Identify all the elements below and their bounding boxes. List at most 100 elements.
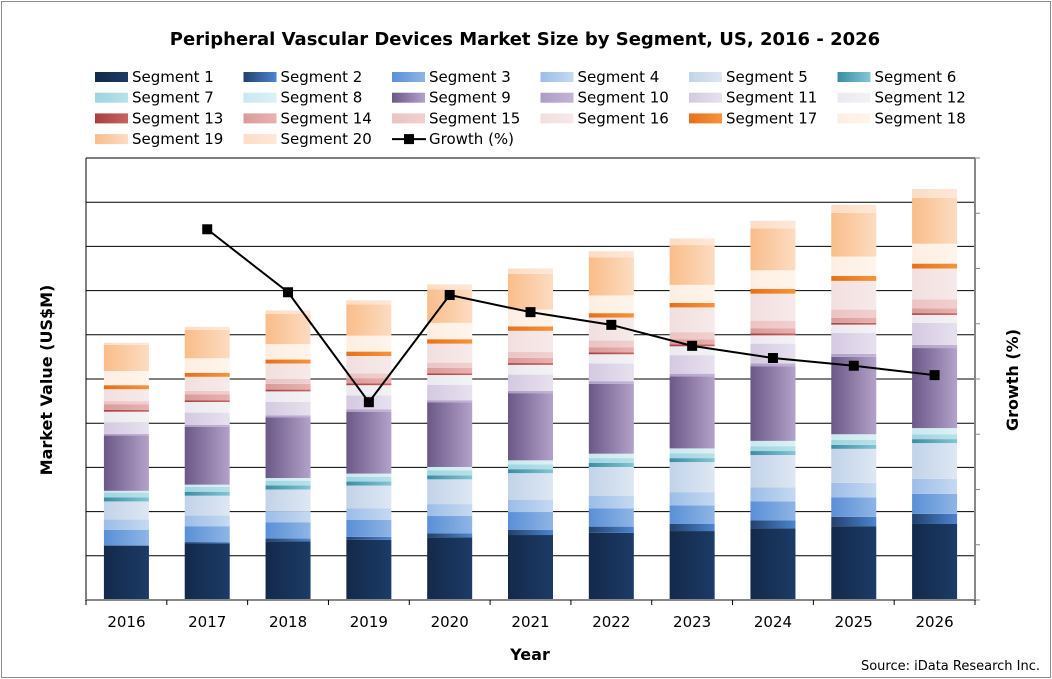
bar-2018-segment-19 (265, 314, 311, 345)
legend-marker-swatch (404, 134, 414, 145)
bar-2023-segment-6 (669, 458, 715, 463)
bar-2020-segment-10 (427, 400, 473, 403)
bar-2022-segment-11 (588, 363, 634, 382)
bar-2021-segment-20 (508, 268, 553, 274)
legend-label: Segment 5 (726, 68, 808, 86)
legend-swatch (689, 92, 722, 103)
bar-2024-segment-12 (750, 335, 796, 344)
bar-2018-segment-5 (265, 489, 311, 512)
bar-2017-segment-19 (184, 329, 230, 359)
chart-title: Peripheral Vascular Devices Market Size … (170, 29, 880, 50)
bar-2018-segment-20 (265, 310, 311, 315)
legend-swatch (392, 92, 425, 103)
bar-2025-segment-8 (831, 434, 877, 440)
legend-item: Segment 16 (540, 109, 669, 127)
growth-point-2020 (444, 290, 455, 301)
bar-2020-segment-3 (427, 516, 473, 534)
bar-2022-segment-6 (588, 462, 634, 467)
bar-2025-segment-19 (831, 212, 877, 257)
legend-label: Segment 16 (578, 109, 669, 127)
bar-2026-segment-3 (912, 493, 958, 514)
bar-2016-segment-4 (103, 519, 149, 530)
bar-2024-segment-19 (750, 228, 796, 271)
legend-item: Segment 11 (689, 89, 817, 107)
bar-2016-segment-1 (103, 545, 149, 600)
bar-2022-segment-9 (588, 383, 634, 454)
legend-label: Segment 8 (281, 89, 363, 107)
y2-axis-label: Growth (%) (1003, 329, 1022, 431)
growth-point-2026 (929, 370, 940, 381)
bar-2018-segment-2 (265, 538, 311, 542)
bar-2022-segment-12 (588, 354, 634, 364)
bar-2026-segment-19 (912, 197, 958, 244)
bar-2016-segment-5 (103, 501, 149, 520)
x-axis-label: Year (509, 645, 550, 664)
bar-2023-segment-17 (669, 302, 715, 308)
bar-2017-segment-9 (184, 426, 230, 485)
bar-2021-segment-1 (508, 535, 553, 600)
bar-2019-segment-20 (346, 300, 392, 305)
bar-2025-segment-4 (831, 482, 877, 498)
bar-2021-segment-2 (508, 529, 553, 536)
bar-2022-segment-4 (588, 495, 634, 509)
bar-2016-segment-14 (103, 404, 149, 410)
legend-swatch (392, 72, 425, 82)
bar-2022-segment-19 (588, 257, 634, 296)
bar-2026-segment-11 (912, 322, 958, 345)
legend-item: Segment 15 (392, 109, 520, 127)
bar-2017-segment-17 (184, 372, 230, 377)
bar-2017-segment-11 (184, 412, 230, 425)
bar-2021-segment-6 (508, 469, 553, 474)
growth-point-2019 (363, 397, 374, 408)
bar-2023-segment-18 (669, 284, 715, 303)
legend-swatch (540, 92, 574, 103)
bar-2024-segment-14 (750, 328, 796, 334)
bar-2018-segment-12 (265, 391, 311, 402)
bar-2016-segment-15 (103, 401, 149, 405)
bar-2024-segment-4 (750, 487, 796, 502)
bar-2025-segment-11 (831, 333, 877, 354)
bar-2017-segment-15 (184, 390, 230, 395)
bar-2018-segment-3 (265, 522, 311, 539)
bar-2021-segment-12 (508, 364, 553, 375)
bar-2021-segment-3 (508, 512, 553, 530)
bar-2025-segment-20 (831, 204, 877, 213)
bar-2018-segment-7 (265, 480, 311, 486)
bar-2017-segment-2 (184, 542, 230, 544)
bar-2016-segment-17 (103, 385, 149, 390)
bar-2023-segment-3 (669, 505, 715, 524)
bar-2022-segment-15 (588, 340, 634, 348)
legend-label: Segment 3 (429, 68, 511, 86)
bar-2020-segment-16 (427, 343, 473, 363)
legend-item: Segment 13 (95, 109, 223, 127)
legend-label: Segment 7 (132, 89, 214, 107)
bars (103, 188, 958, 600)
bar-2026-segment-1 (912, 523, 958, 600)
bar-2018-segment-14 (265, 383, 311, 390)
bar-2022-segment-1 (588, 532, 634, 600)
bar-2019-segment-5 (346, 485, 392, 509)
bar-2024-segment-5 (750, 455, 796, 488)
bar-2017-segment-14 (184, 394, 230, 401)
bar-2021-segment-8 (508, 460, 553, 465)
legend-label: Segment 20 (281, 130, 372, 148)
bar-2018-segment-8 (265, 478, 311, 481)
x-tick-label-2016: 2016 (107, 613, 145, 631)
y-axis-label: Market Value (US$M) (37, 285, 56, 476)
bar-2024-segment-20 (750, 220, 796, 229)
growth-line-path (206, 228, 935, 404)
bar-2016-segment-9 (103, 435, 149, 491)
legend-label: Growth (%) (429, 130, 514, 148)
bar-2016-segment-11 (103, 422, 149, 434)
legend-item: Segment 18 (837, 109, 966, 127)
bar-2016-segment-20 (103, 342, 149, 345)
bar-2026-segment-4 (912, 478, 958, 494)
x-tick-labels: 2016 2017 2018 2019 2020 2021 2022 2023 2024 2025… (107, 613, 953, 631)
x-tick-label-2018: 2018 (269, 613, 307, 631)
bar-2025-segment-3 (831, 497, 877, 517)
bar-2023-segment-20 (669, 238, 715, 246)
legend-swatch (689, 72, 722, 82)
bar-2019-segment-9 (346, 411, 392, 474)
bar-2022-segment-3 (588, 508, 634, 527)
bar-2019-segment-12 (346, 385, 392, 396)
